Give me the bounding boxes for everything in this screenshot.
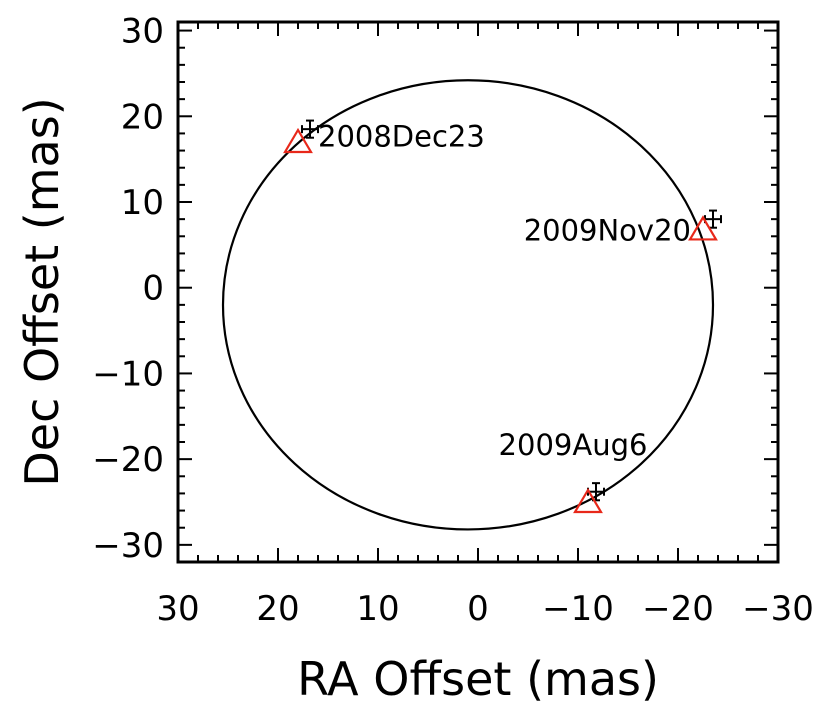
y-tick-label: −10 (92, 354, 164, 394)
epoch-label: 2009Nov20 (524, 214, 691, 248)
y-tick-label: 30 (121, 12, 164, 52)
triangle-marker (688, 215, 718, 241)
x-tick-label: −20 (642, 589, 714, 629)
x-axis-title: RA Offset (mas) (297, 652, 659, 706)
y-tick-label: −20 (92, 440, 164, 480)
y-tick-labels: 30 20 10 0 −10 −20 −30 (92, 12, 164, 566)
triangle-marker (283, 127, 313, 154)
x-tick-label: −10 (542, 589, 614, 629)
triangle-marker (573, 487, 603, 514)
epoch-label: 2008Dec23 (318, 119, 485, 153)
errorbar-point (301, 119, 319, 139)
errorbar-point (587, 482, 605, 502)
plot-frame (176, 20, 780, 564)
y-tick-label: 10 (121, 183, 164, 223)
epoch-label: 2009Aug6 (499, 428, 648, 462)
triangle-series (283, 127, 718, 514)
x-tick-label: −30 (742, 589, 814, 629)
x-tick-label: 10 (356, 589, 399, 629)
y-tick-label: 20 (121, 97, 164, 137)
annotations: 2008Dec23 2009Nov20 2009Aug6 (318, 119, 691, 462)
x-tick-label: 0 (467, 589, 489, 629)
x-tick-label: 20 (256, 589, 299, 629)
y-axis-title: Dec Offset (mas) (15, 97, 69, 486)
y-tick-label: 0 (142, 269, 164, 309)
orbit-ellipse (221, 79, 715, 531)
x-tick-labels: 30 20 10 0 −10 −20 −30 (156, 589, 814, 629)
y-tick-label: −30 (92, 526, 164, 566)
x-tick-label: 30 (156, 589, 199, 629)
axis-ticks (177, 22, 779, 562)
